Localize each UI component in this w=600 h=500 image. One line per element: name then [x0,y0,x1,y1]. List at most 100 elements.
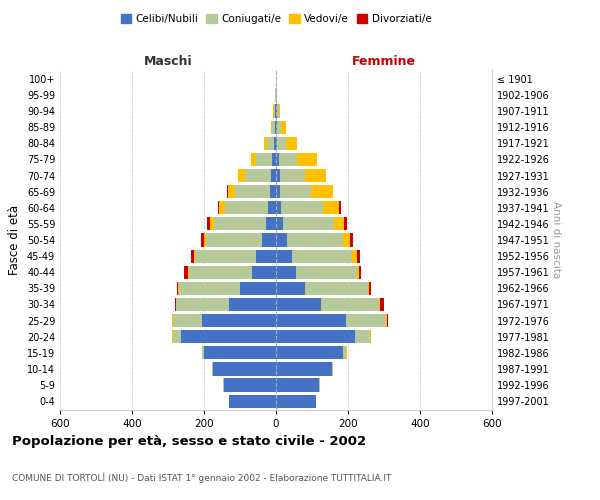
Bar [276,185,280,198]
Bar [276,282,305,295]
Bar [368,282,369,295]
Bar [276,234,287,246]
Bar [202,314,276,327]
Bar [277,104,278,118]
Bar [274,136,276,150]
Bar [206,234,262,246]
Bar [370,330,371,344]
Text: Popolazione per età, sesso e stato civile - 2002: Popolazione per età, sesso e stato civil… [12,435,366,448]
Bar [276,104,277,118]
Bar [280,185,311,198]
Bar [343,346,346,360]
Bar [311,185,332,198]
Bar [296,266,357,279]
Bar [276,298,321,311]
Bar [195,250,256,262]
Bar [281,201,323,214]
Bar [214,218,266,230]
Bar [251,266,276,279]
Bar [271,169,276,182]
Bar [227,185,228,198]
Bar [276,201,281,214]
Bar [387,314,388,327]
Bar [297,153,317,166]
Bar [225,201,268,214]
Bar [207,218,210,230]
Bar [359,266,361,279]
Bar [181,330,276,344]
Text: Maschi: Maschi [143,54,193,68]
Bar [305,282,368,295]
Bar [305,169,326,182]
Bar [343,234,350,246]
Bar [256,250,276,262]
Bar [229,394,276,407]
Bar [173,330,181,344]
Bar [355,330,370,344]
Bar [269,185,276,198]
Bar [176,298,229,311]
Bar [240,282,276,295]
Bar [188,266,251,279]
Bar [278,104,280,118]
Bar [264,136,267,150]
Bar [286,136,297,150]
Bar [276,120,277,134]
Bar [276,378,319,392]
Bar [276,394,316,407]
Bar [272,153,276,166]
Bar [176,282,178,295]
Bar [323,201,339,214]
Bar [357,250,360,262]
Bar [321,298,379,311]
Bar [276,330,355,344]
Bar [276,314,346,327]
Bar [204,346,276,360]
Bar [283,218,334,230]
Bar [271,120,272,134]
Bar [332,185,333,198]
Bar [210,218,214,230]
Bar [175,298,176,311]
Bar [350,234,353,246]
Bar [380,298,383,311]
Bar [292,250,352,262]
Bar [276,218,283,230]
Bar [386,314,387,327]
Bar [287,234,343,246]
Bar [213,362,276,376]
Bar [220,201,225,214]
Bar [268,201,276,214]
Bar [262,234,276,246]
Legend: Celibi/Nubili, Coniugati/e, Vedovi/e, Divorziati/e: Celibi/Nubili, Coniugati/e, Vedovi/e, Di… [116,10,436,29]
Bar [379,298,380,311]
Bar [344,218,347,230]
Bar [245,169,271,182]
Bar [228,185,235,198]
Bar [276,346,343,360]
Bar [238,169,245,182]
Text: Femmine: Femmine [352,54,416,68]
Bar [218,201,220,214]
Text: COMUNE DI TORTOLÌ (NU) - Dati ISTAT 1° gennaio 2002 - Elaborazione TUTTITALIA.IT: COMUNE DI TORTOLÌ (NU) - Dati ISTAT 1° g… [12,472,391,483]
Bar [267,136,274,150]
Bar [251,153,256,166]
Bar [334,218,344,230]
Bar [277,136,286,150]
Bar [275,104,276,118]
Bar [276,153,279,166]
Bar [173,314,202,327]
Bar [172,314,173,327]
Bar [274,104,275,118]
Bar [191,250,194,262]
Bar [280,169,305,182]
Bar [275,120,276,134]
Bar [229,298,276,311]
Bar [201,234,204,246]
Bar [276,169,280,182]
Bar [279,153,297,166]
Bar [369,282,371,295]
Y-axis label: Anni di nascita: Anni di nascita [551,202,561,278]
Bar [266,218,276,230]
Bar [256,153,272,166]
